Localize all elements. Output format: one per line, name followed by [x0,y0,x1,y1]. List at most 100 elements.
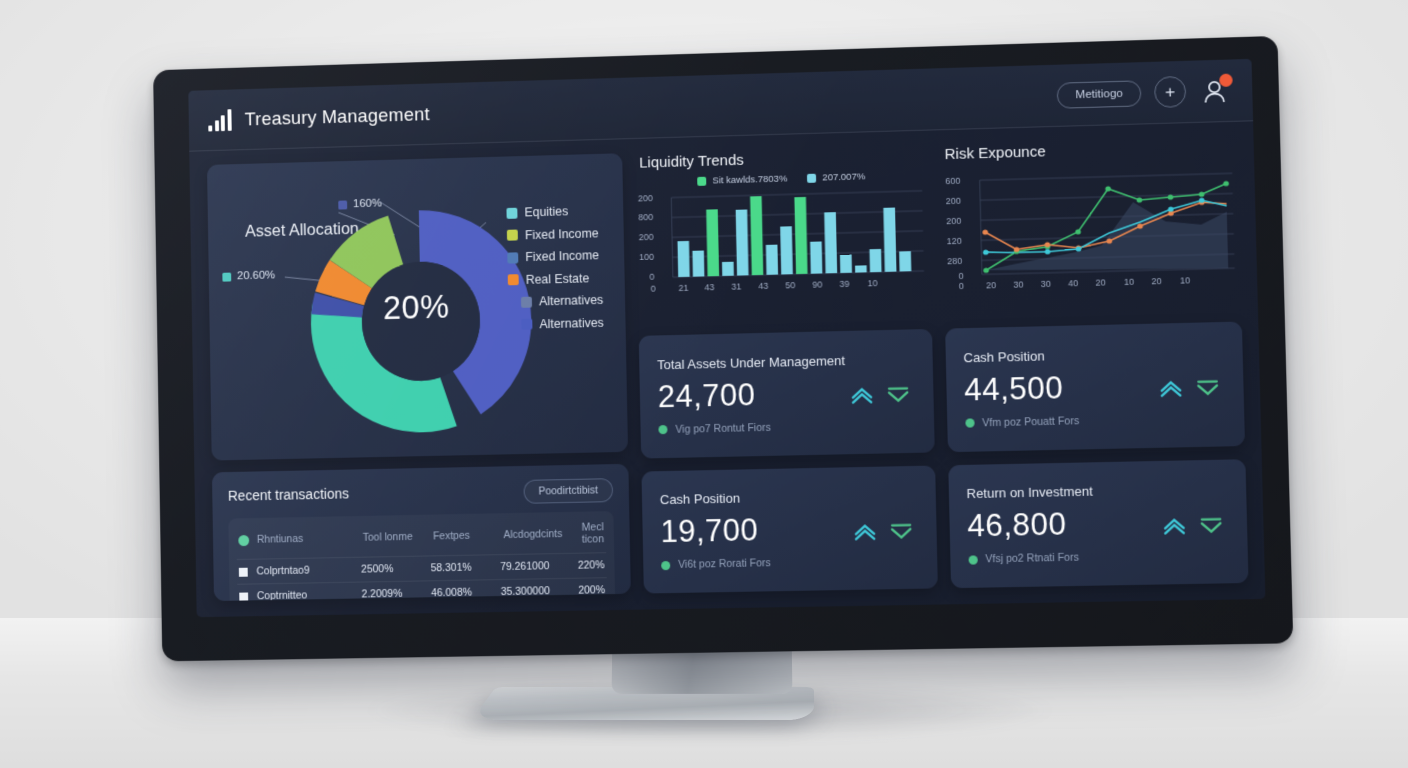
menu-pill-button[interactable]: Metitiogo [1056,79,1142,109]
asset-allocation-card: Asset Allocation 160% 20.60% [206,153,629,461]
x-tick: 21 [678,282,689,294]
row-checkbox[interactable] [238,567,248,577]
x-tick: 0 [650,283,656,294]
y-tick: 200 [637,193,653,204]
kpi-footer: Vi6t poz Rorati Fors [661,555,919,572]
risk-plot: 600 200 200 120 280 0 0 20 30 30 40 20 [945,167,1237,293]
left-column: Asset Allocation 160% 20.60% [206,153,631,602]
kpi-footer-text: Vfm poz Pouatt Fors [982,414,1080,430]
x-tick: 20 [1151,276,1162,287]
allocation-legend: Equities Fixed Income Fixed Income Real … [506,203,604,331]
x-tick: 10 [867,278,878,289]
legend-item[interactable]: Fixed Income [507,248,602,264]
chevron-up-icon[interactable] [850,386,873,405]
chevron-down-icon[interactable] [886,386,909,405]
x-tick: 43 [758,280,769,292]
chevron-down-icon[interactable] [889,522,912,541]
dashboard-body: Asset Allocation 160% 20.60% [189,121,1265,617]
page-title: Treasury Management [244,102,430,129]
liquidity-title: Liquidity Trends [639,151,744,172]
x-tick: 30 [1013,279,1024,290]
y-tick: 280 [946,255,963,267]
x-tick: 0 [958,280,964,292]
transactions-filter-button[interactable]: Poodirtctibist [523,478,614,504]
recent-transactions-card: Recent transactions Poodirtctibist Rhnti… [211,463,631,602]
kpi-footer: Vfm poz Pouatt Fors [964,412,1226,430]
x-tick: 31 [731,281,742,292]
legend-item[interactable]: Alternatives [508,293,603,309]
risk-line-chart [945,167,1237,293]
kpi-footer: Vfsj po2 Rtnati Fors [968,549,1230,566]
x-tick: 20 [985,280,997,291]
kpi-label: Return on Investment [966,483,1093,502]
bars [677,196,912,278]
y-tick: 0 [958,270,964,282]
transactions-header: Recent transactions Poodirtctibist [227,478,614,510]
kpi-label: Total Assets Under Management [657,352,846,373]
kpi-trend-controls [1159,379,1219,399]
x-tick: 10 [1123,276,1135,288]
kpi-card-cash-position-2[interactable]: Cash Position 19,700 Vi6t poz Rorati For… [641,465,938,594]
add-button[interactable]: + [1153,75,1187,108]
y-tick: 200 [638,231,654,243]
x-tick: 40 [1067,278,1079,289]
transactions-title: Recent transactions [227,485,350,504]
kpi-footer-text: Vi6t poz Rorati Fors [678,557,771,572]
y-tick: 0 [649,271,655,282]
chevron-up-icon[interactable] [853,522,876,541]
liquidity-plot: 200 800 200 100 0 0 21 43 31 43 50 90 [637,183,927,294]
legend-item[interactable]: Sit kawlds.7803% [697,173,788,187]
chevron-up-icon[interactable] [1159,379,1182,398]
y-tick: 200 [946,215,962,227]
x-tick: 43 [704,282,715,293]
donut-stage: Asset Allocation 160% 20.60% [222,168,612,447]
kpi-card-total-assets[interactable]: Total Assets Under Management 24,700 Vig… [638,328,935,459]
avatar[interactable] [1199,73,1233,106]
monitor: Treasury Management Metitiogo + [153,35,1294,662]
kpi-card-cash-position-1[interactable]: Cash Position 44,500 Vfm poz Pouatt Fors [944,321,1246,452]
donut-chart [223,167,621,442]
x-tick: 20 [1095,277,1106,288]
legend-item[interactable]: Equities [506,203,602,219]
kpi-card-roi[interactable]: Return on Investment 46,800 Vfsj po2 Rtn… [947,458,1249,589]
chevron-down-icon[interactable] [1200,516,1223,535]
kpi-trend-controls [853,522,912,541]
x-tick: 50 [785,280,796,291]
chevron-up-icon[interactable] [1163,516,1186,535]
kpi-footer-text: Vfsj po2 Rtnati Fors [985,551,1080,566]
chevron-down-icon[interactable] [1196,379,1219,398]
right-column: Liquidity Trends Sit kawlds.7803% 207.00… [635,136,1249,594]
legend-item[interactable]: Fixed Income [507,226,602,242]
y-tick: 600 [945,175,961,187]
x-tick: 30 [1040,278,1051,290]
screen: Treasury Management Metitiogo + [188,58,1266,618]
kpi-trend-controls [850,386,909,405]
x-tick: 90 [812,279,823,290]
legend-item[interactable]: 207.007% [807,171,865,184]
x-tick: 10 [1179,275,1191,286]
donut-center-value: 20% [382,287,450,327]
bar-chart-logo-icon [208,108,232,131]
legend-item[interactable]: Real Estate [507,271,603,287]
risk-title: Risk Expounce [944,143,1046,164]
row-checkbox[interactable] [239,592,249,602]
y-tick: 120 [946,235,962,247]
legend-item[interactable]: Alternatives [509,315,604,331]
liquidity-trends-card: Liquidity Trends Sit kawlds.7803% 207.00… [635,145,931,324]
kpi-trend-controls [1163,516,1223,535]
liquidity-bar-chart [640,183,927,294]
status-dot-icon [968,555,978,565]
x-tick: 39 [839,278,850,290]
kpi-footer-text: Vig po7 Rontut Fiors [675,421,771,436]
status-dot-icon [238,534,250,546]
y-tick: 800 [638,212,654,223]
status-dot-icon [658,425,668,435]
kpi-label: Cash Position [963,348,1045,366]
header-actions: Metitiogo + [1056,73,1233,111]
kpi-grid: Total Assets Under Management 24,700 Vig… [638,321,1249,594]
risk-exposure-card: Risk Expounce [940,136,1241,317]
status-dot-icon [964,418,975,428]
status-dot-icon [661,560,671,570]
y-tick: 200 [945,195,962,207]
charts-row: Liquidity Trends Sit kawlds.7803% 207.00… [635,136,1242,324]
